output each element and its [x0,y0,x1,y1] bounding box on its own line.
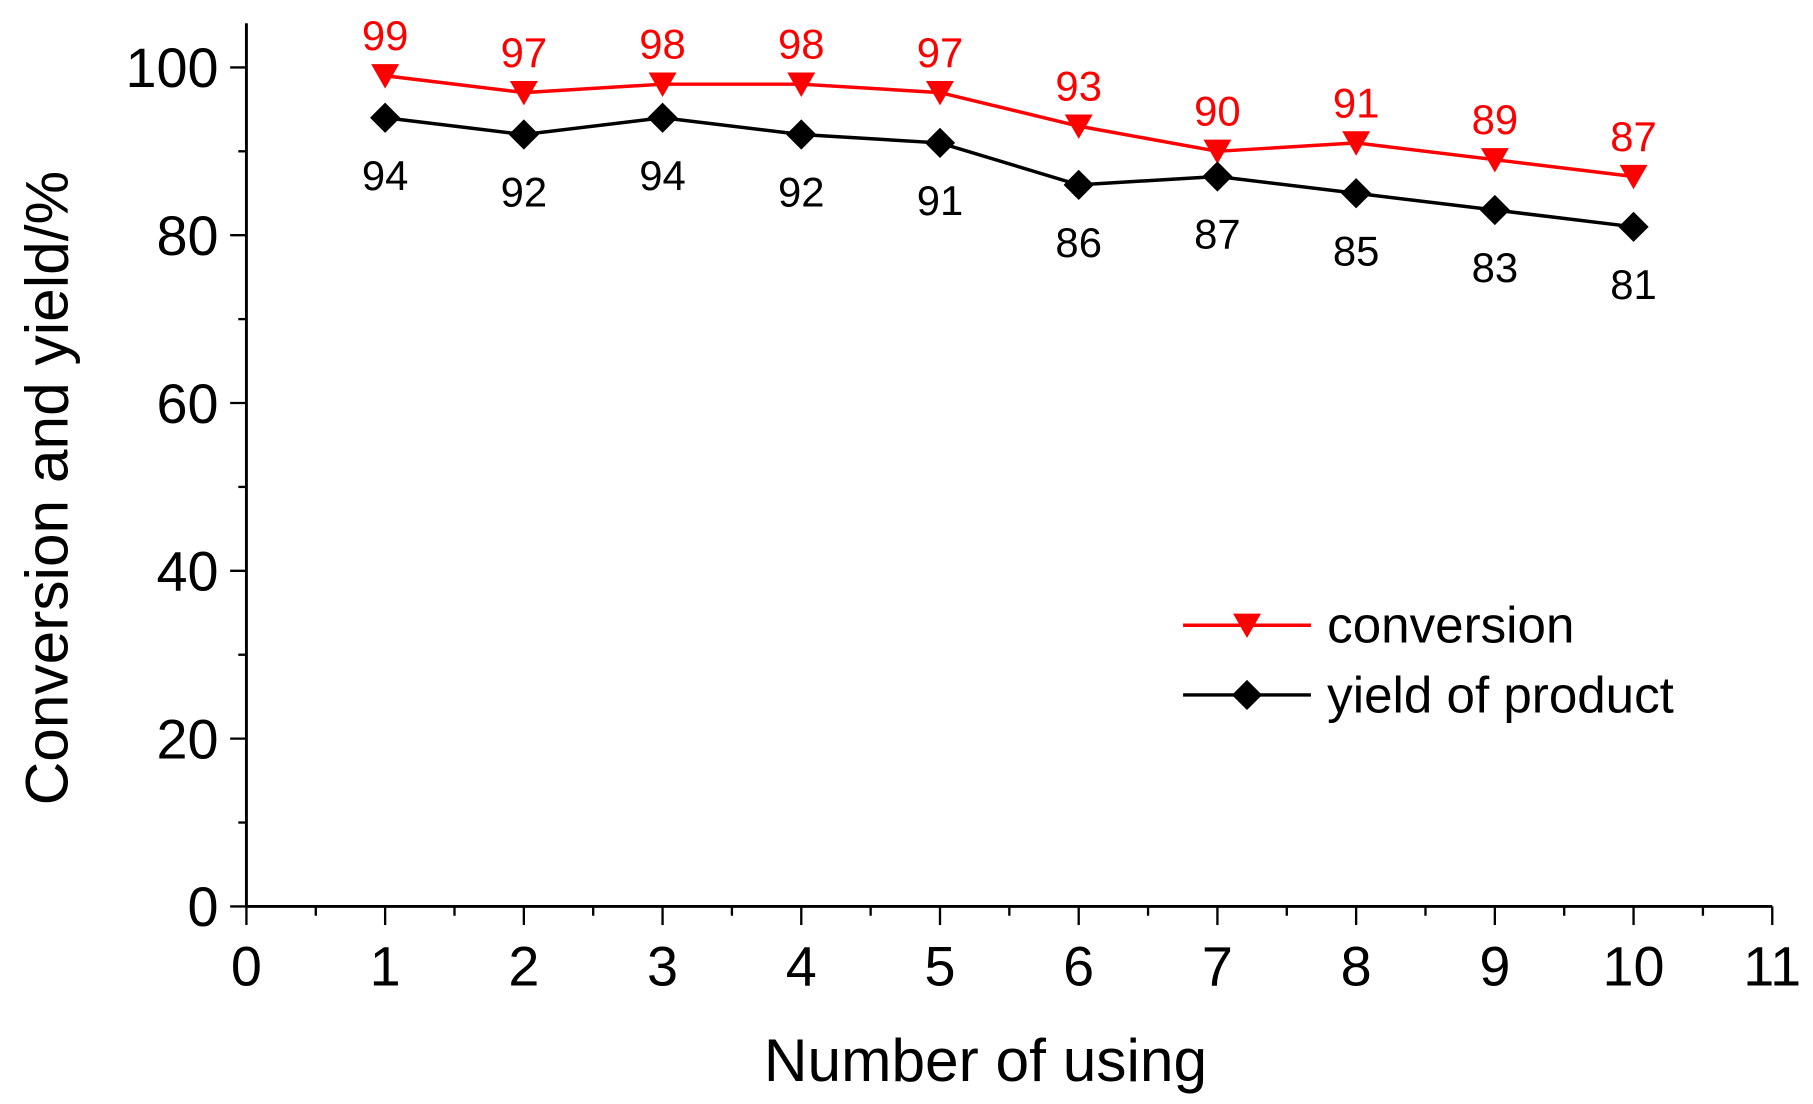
x-tick-label: 9 [1479,935,1510,997]
data-label: 97 [501,29,548,76]
legend: conversion yield of product [1183,597,1674,723]
data-point [1341,178,1372,209]
y-tick-label: 40 [157,541,219,603]
x-tick-label: 0 [231,935,262,997]
data-point [647,102,678,133]
series-layer: 99 97 98 98 97 93 90 91 89 87 94 92 94 92 91 86 87 85 83 81 [362,12,1657,308]
x-tick-label: 7 [1202,935,1233,997]
y-tick-label: 0 [188,876,219,938]
data-label: 94 [639,152,686,199]
x-tick-label: 8 [1341,935,1372,997]
x-tick-label: 11 [1743,935,1801,997]
data-label: 89 [1472,96,1519,143]
y-tick-label: 60 [157,373,219,435]
y-axis-label: Conversion and yield/% [12,171,80,806]
data-label: 92 [501,169,548,216]
series-line [384,74,1634,179]
x-tick-label: 3 [647,935,678,997]
data-label: 94 [362,152,409,199]
data-point [1064,114,1093,139]
x-tick-label: 10 [1603,935,1665,997]
data-point [509,80,538,106]
y-tick-label: 100 [125,37,218,99]
data-point [1202,161,1233,192]
data-label: 98 [639,21,686,68]
data-point [1203,139,1232,165]
y-tick-label: 20 [157,708,219,770]
legend-marker [1233,613,1261,638]
data-label: 92 [778,169,825,216]
data-label: 86 [1055,219,1102,266]
data-point [1480,148,1509,173]
legend-marker [1231,679,1263,711]
data-point [1479,194,1510,226]
data-point [1342,131,1371,156]
data-label: 81 [1610,261,1657,308]
data-label: 85 [1333,227,1380,274]
data-label: 87 [1610,113,1657,160]
x-tick-label: 6 [1063,935,1094,997]
x-tick-label: 2 [508,935,539,997]
data-label: 97 [917,29,964,76]
data-label: 98 [778,21,825,68]
data-point [371,64,400,89]
x-tick-label: 5 [924,935,955,997]
legend-label: conversion [1327,597,1574,654]
data-point [926,80,954,106]
data-point [370,102,401,133]
data-point [924,127,956,159]
x-axis-label: Number of using [764,1026,1207,1094]
data-label: 90 [1194,88,1241,135]
series-conversion: 99 97 98 98 97 93 90 91 89 87 [362,12,1657,190]
series-line [384,115,1634,229]
data-point [1618,211,1649,242]
y-tick-label: 80 [157,205,219,267]
x-tick-label: 1 [370,935,401,997]
data-label: 87 [1194,211,1241,258]
data-point [508,119,539,150]
data-label: 83 [1472,244,1519,291]
series-yield-of-product: 94 92 94 92 91 86 87 85 83 81 [362,102,1657,308]
data-label: 91 [1333,79,1380,126]
data-point [786,119,817,150]
data-point [648,72,677,97]
x-tick-label: 4 [786,935,817,997]
legend-label: yield of product [1327,666,1674,723]
data-label: 99 [362,12,409,59]
data-label: 93 [1055,63,1102,110]
data-point [787,72,816,97]
data-point [1619,164,1648,190]
data-label: 91 [917,177,964,224]
data-point [1063,169,1094,200]
